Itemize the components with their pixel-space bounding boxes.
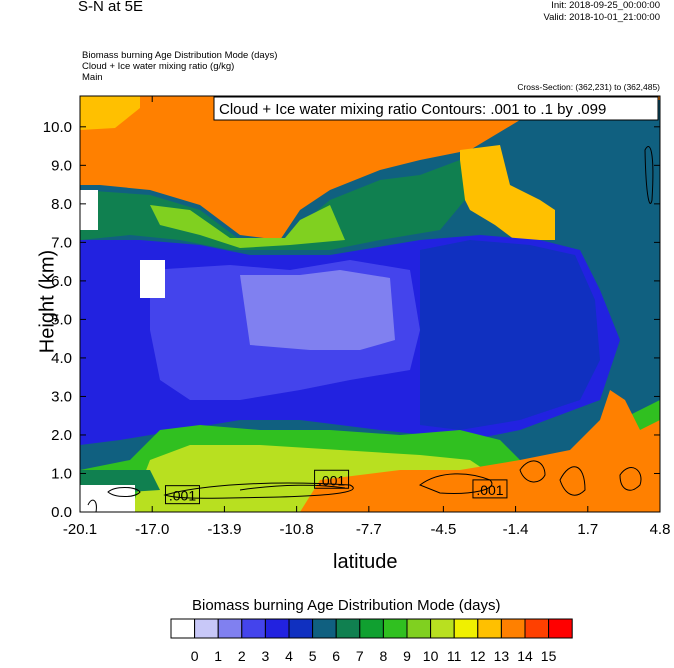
field-name-2: Cloud + Ice water mixing ratio (g/kg) — [82, 61, 235, 72]
y-tick-label: 8.0 — [51, 196, 72, 213]
y-tick-label: 7.0 — [51, 234, 72, 251]
legend-swatch — [194, 618, 219, 639]
x-tick-label: -17.0 — [135, 521, 169, 538]
field-gap-2 — [80, 190, 98, 230]
legend-label: 0 — [191, 648, 199, 664]
legend-swatch — [217, 618, 243, 639]
legend-label: 13 — [494, 648, 510, 664]
legend-swatch — [170, 618, 196, 639]
y-tick-label: 6.0 — [51, 273, 72, 290]
legend-swatch — [241, 618, 266, 639]
y-tick-label: 10.0 — [43, 119, 72, 136]
legend-swatch — [335, 618, 361, 639]
contour-label-box — [472, 479, 508, 499]
legend-label: 12 — [470, 648, 486, 664]
field-gap-1 — [140, 260, 165, 298]
legend-swatch — [312, 618, 337, 639]
init-time: Init: 2018-09-25_00:00:00 — [551, 0, 660, 11]
contour-info-box — [213, 96, 659, 121]
y-tick-label: 2.0 — [51, 427, 72, 444]
y-axis-title: Height (km) — [36, 249, 59, 354]
field-name-3: Main — [82, 72, 103, 83]
x-tick-label: -13.9 — [207, 521, 241, 538]
legend-label: 2 — [238, 648, 246, 664]
x-tick-label: -10.8 — [280, 521, 314, 538]
legend-label: 9 — [403, 648, 411, 664]
filled-field — [80, 96, 660, 512]
field-band-orange-top — [80, 96, 660, 240]
axes: -20.1 -17.0 -13.9 -10.8 -7.7 -4.5 -1.4 1.7 4.8 0.… — [43, 96, 671, 538]
field-band-orange-bottom — [300, 390, 660, 512]
legend-swatch — [453, 618, 479, 639]
x-tick-label: -7.7 — [356, 521, 382, 538]
field-name-1: Biomass burning Age Distribution Mode (d… — [82, 50, 278, 61]
legend-swatch — [359, 618, 384, 639]
legend-swatch — [382, 618, 408, 639]
field-band-amber-top-left — [80, 96, 140, 130]
legend-swatch — [548, 618, 573, 639]
legend-swatch — [430, 618, 455, 639]
legend-colorbar: 0 1 2 3 4 5 6 7 8 9 10 11 12 13 14 15 — [170, 618, 573, 664]
legend-label: 11 — [447, 648, 462, 664]
x-tick-label: 4.8 — [650, 521, 671, 538]
legend-label: 4 — [285, 648, 293, 664]
contour-label-box — [314, 469, 350, 489]
x-tick-label: -4.5 — [430, 521, 456, 538]
legend-label: 15 — [541, 648, 557, 664]
field-band-palest-blue — [240, 270, 395, 350]
y-tick-label: 0.0 — [51, 504, 72, 521]
contour-labels: .001 .001 .001 — [164, 469, 508, 505]
plot-frame — [79, 95, 661, 513]
contour-label: .001 — [476, 482, 503, 498]
legend-swatch — [406, 618, 432, 639]
contour-label-box — [164, 485, 200, 505]
legend-swatch — [500, 618, 526, 639]
contour-label: .001 — [318, 472, 345, 488]
cross-section-info: Cross-Section: (362,231) to (362,485) — [517, 82, 660, 92]
field-band-amber-right — [460, 145, 555, 240]
contour-info-text: Cloud + Ice water mixing ratio Contours:… — [219, 101, 606, 118]
field-gap-3 — [80, 485, 135, 512]
y-tick-label: 9.0 — [51, 157, 72, 174]
legend-label: 5 — [309, 648, 317, 664]
legend-label: 14 — [517, 648, 533, 664]
legend-label: 3 — [262, 648, 270, 664]
contour-label: .001 — [169, 488, 196, 504]
y-tick-label: 3.0 — [51, 388, 72, 405]
legend-label: 6 — [332, 648, 340, 664]
y-tick-label: 1.0 — [51, 465, 72, 482]
time-info: Init: 2018-09-25_00:00:00 Valid: 2018-10… — [543, 0, 660, 24]
legend-label: 8 — [380, 648, 388, 664]
y-tick-label: 5.0 — [51, 311, 72, 328]
legend-label: 10 — [423, 648, 439, 664]
field-band-lightgreen-mid — [150, 205, 345, 248]
field-band-darkblue-right — [420, 240, 600, 430]
x-tick-label: 1.7 — [577, 521, 598, 538]
valid-time: Valid: 2018-10-01_21:00:00 — [543, 12, 660, 23]
legend-swatch — [477, 618, 502, 639]
x-axis-title: latitude — [333, 551, 398, 573]
legend-label: 1 — [214, 648, 222, 664]
y-tick-label: 4.0 — [51, 350, 72, 367]
chart-main-title: S-N at 5E — [78, 0, 144, 15]
x-tick-label: -1.4 — [503, 521, 529, 538]
legend-title: Biomass burning Age Distribution Mode (d… — [192, 597, 501, 614]
legend-swatch — [524, 618, 550, 639]
x-tick-label: -20.1 — [63, 521, 97, 538]
legend-label: 7 — [356, 648, 364, 664]
legend-swatch — [288, 618, 314, 639]
legend-swatch — [264, 618, 290, 639]
